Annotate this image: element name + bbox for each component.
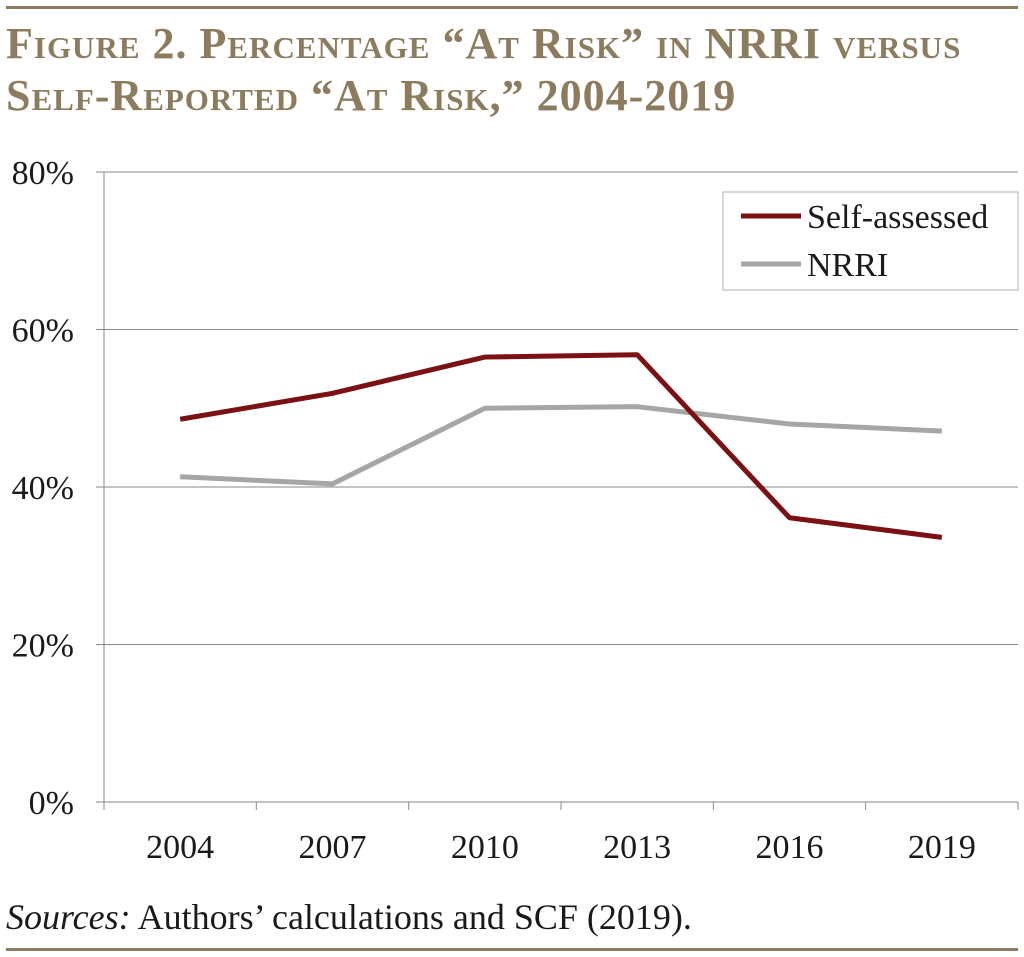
legend-label-nrri: NRRI bbox=[807, 247, 888, 284]
y-tick-label: 40% bbox=[12, 470, 74, 507]
gridlines bbox=[104, 171, 1018, 645]
y-tick-label: 0% bbox=[29, 785, 74, 822]
x-tick-label: 2010 bbox=[451, 829, 519, 866]
figure-title-line-1: Figure 2. Percentage “At Risk” in NRRI v… bbox=[6, 19, 962, 68]
series-lines bbox=[179, 352, 943, 540]
legend: Self-assessed NRRI bbox=[722, 191, 1019, 291]
x-tick-label: 2007 bbox=[299, 829, 367, 866]
x-tick-label: 2016 bbox=[756, 829, 824, 866]
legend-box bbox=[722, 191, 1019, 291]
source-text: Authors’ calculations and SCF (2019). bbox=[130, 897, 692, 937]
series-line-self-assessed bbox=[179, 352, 943, 540]
x-tick-label: 2019 bbox=[908, 829, 976, 866]
legend-label-self-assessed: Self-assessed bbox=[807, 199, 988, 236]
x-axis-ticks: 2004 2007 2010 2013 2016 2019 bbox=[103, 802, 1019, 866]
series-line-nrri bbox=[180, 404, 942, 487]
y-tick-label: 20% bbox=[12, 628, 74, 665]
y-tick-label: 60% bbox=[12, 313, 74, 350]
x-tick-label: 2013 bbox=[603, 829, 671, 866]
figure-title-line-2: Self-Reported “At Risk,” 2004-2019 bbox=[6, 71, 737, 120]
source-note: Sources: Authors’ calculations and SCF (… bbox=[6, 896, 692, 938]
y-tick-label: 80% bbox=[12, 155, 74, 192]
source-label: Sources: bbox=[6, 897, 131, 937]
bottom-rule bbox=[6, 948, 1018, 951]
top-rule bbox=[6, 6, 1018, 9]
figure-title: Figure 2. Percentage “At Risk” in NRRI v… bbox=[6, 18, 1016, 122]
x-tick-label: 2004 bbox=[146, 829, 214, 866]
y-axis-ticks: 0% 20% 40% 60% 80% bbox=[12, 155, 104, 822]
